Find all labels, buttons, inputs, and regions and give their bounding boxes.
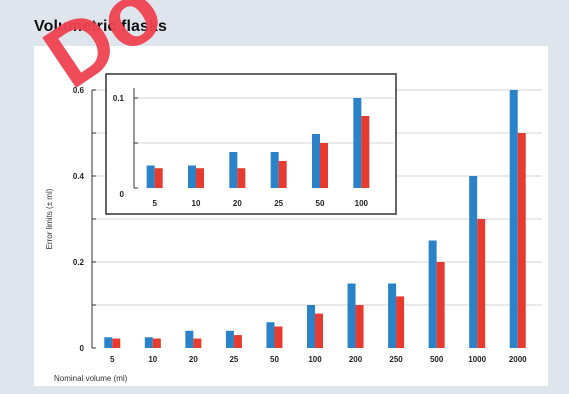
y-tick-label: 0.4 [73,172,85,181]
bar-series-2 [517,133,526,348]
chart-title: Volumetric flasks [34,18,168,35]
y-tick-label: 0 [80,344,85,353]
bar-series-1 [307,305,315,348]
inset-x-tick-label: 5 [152,199,157,208]
x-tick-label: 10 [148,355,157,364]
bar-series-1 [347,283,356,348]
inset-x-tick-label: 50 [316,199,325,208]
inset-x-tick-label: 25 [274,199,283,208]
inset-bar-series-1 [353,98,362,188]
y-tick-label: 0.2 [73,258,85,267]
inset-frame [105,73,397,215]
x-tick-label: 20 [189,355,198,364]
bar-series-1 [266,322,275,348]
bar-series-2 [436,262,445,348]
bar-series-1 [428,240,437,348]
bar-series-1 [225,330,234,348]
bar-series-2 [477,219,486,348]
inset-x-tick-label: 10 [192,199,201,208]
x-tick-label: 5 [110,355,115,364]
inset-bar-series-1 [312,134,320,188]
inset-x-tick-label: 20 [233,199,242,208]
main-bar-chart: 00.20.40.65 10 20 25 50 100 200 250 500 1000 2000E… [45,73,542,383]
bar-series-2 [355,305,364,348]
inset-bar-series-2 [320,143,328,188]
bar-series-1 [469,176,478,348]
bar-series-1 [509,90,518,348]
inset-bar-series-1 [188,165,196,188]
inset-y-tick-label: 0.1 [113,94,125,103]
inset-bar-series-1 [270,152,279,188]
bar-series-1 [388,283,397,348]
inset-bar-series-1 [229,152,238,188]
x-tick-label: 200 [349,355,363,364]
inset-bar-series-2 [278,161,287,188]
x-tick-label: 1000 [468,355,486,364]
plot-area: 0 0.2 0.4 0.6 5 10 20 25 50 100 200 250 500 1000 2000 E… [27,0,548,386]
inset-bar-series-2 [361,116,370,188]
bar-series-1 [185,330,194,348]
bar-series-2 [112,338,121,348]
x-tick-label: 500 [430,355,444,364]
x-tick-label: 2000 [509,355,527,364]
bar-series-2 [152,338,161,348]
y-tick-label: 0.6 [73,86,85,95]
x-tick-label: 250 [389,355,403,364]
y-axis-label: Error limits (± ml) [45,188,54,249]
bar-series-2 [233,335,242,348]
bar-series-1 [104,337,113,348]
x-axis-label: Nominal volume (ml) [54,374,128,383]
inset-bar-series-2 [196,168,204,188]
inset-y-tick-label: 0 [120,190,125,199]
inset-bar-series-1 [146,165,155,188]
bar-series-2 [396,296,405,348]
x-tick-label: 50 [270,355,279,364]
x-tick-label: 25 [229,355,238,364]
bar-series-1 [144,337,153,348]
inset-chart: 0 0.1 5 10 20 25 50 100 [105,73,397,215]
bar-series-2 [274,326,283,348]
inset-x-tick-label: 100 [355,199,369,208]
inset-bar-series-2 [154,168,163,188]
bar-series-2 [193,338,202,348]
x-tick-label: 100 [308,355,322,364]
bar-series-2 [315,313,323,348]
inset-bar-series-2 [237,168,246,188]
